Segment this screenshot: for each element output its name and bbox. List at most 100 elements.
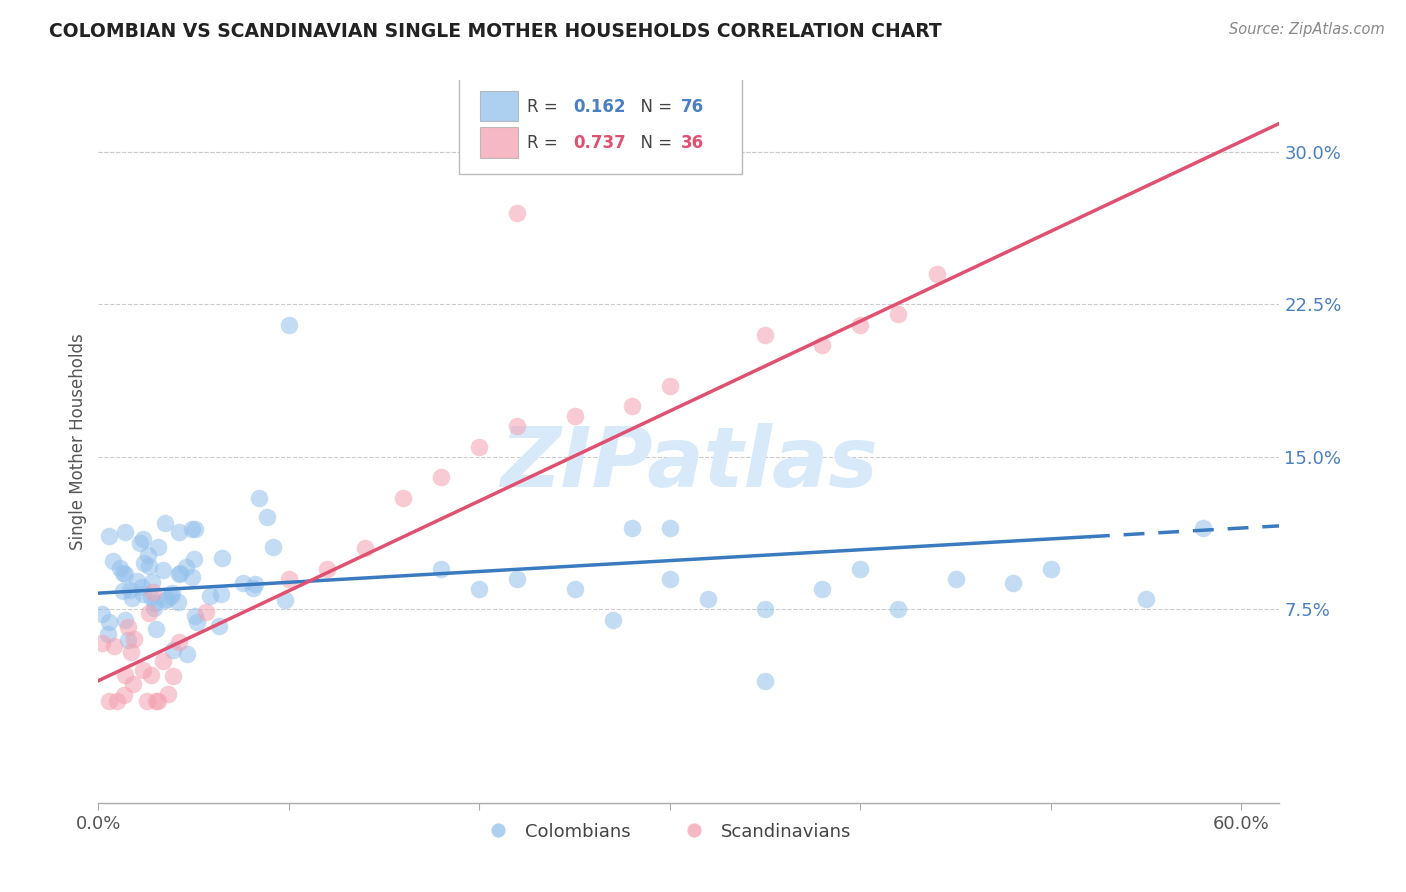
Point <box>148 694 170 708</box>
Point <box>392 491 415 505</box>
Point <box>134 556 156 570</box>
Text: N =: N = <box>630 134 678 153</box>
Point <box>274 593 297 607</box>
Point <box>430 470 453 484</box>
Point <box>127 574 149 589</box>
Point <box>277 318 299 332</box>
Text: N =: N = <box>630 98 678 116</box>
Point <box>658 378 681 392</box>
Point <box>754 327 776 342</box>
Point <box>506 419 529 434</box>
Point <box>602 613 624 627</box>
Point <box>167 566 190 581</box>
Point <box>141 575 163 590</box>
Point <box>121 677 143 691</box>
Point <box>105 694 128 708</box>
Point <box>145 694 167 708</box>
Point <box>145 622 167 636</box>
Point <box>169 566 191 580</box>
Point <box>166 594 188 608</box>
Point <box>132 587 155 601</box>
Point <box>159 589 181 603</box>
Point <box>247 491 270 505</box>
Point <box>121 591 143 606</box>
Point <box>183 552 205 566</box>
Point <box>181 522 204 536</box>
Point <box>122 632 145 646</box>
Point <box>1135 592 1157 607</box>
Point <box>91 636 114 650</box>
Point <box>1001 576 1024 591</box>
Text: 36: 36 <box>681 134 704 153</box>
Point <box>139 668 162 682</box>
Point <box>174 559 197 574</box>
Point <box>145 596 167 610</box>
Point <box>141 590 163 604</box>
Point <box>162 643 184 657</box>
Point <box>887 602 910 616</box>
Point <box>103 639 125 653</box>
FancyBboxPatch shape <box>479 128 517 158</box>
Point <box>925 267 948 281</box>
Point <box>160 586 183 600</box>
Point <box>98 615 121 630</box>
Point <box>118 583 141 598</box>
Point <box>186 615 208 630</box>
Legend: Colombians, Scandinavians: Colombians, Scandinavians <box>472 815 858 848</box>
Point <box>658 572 681 586</box>
FancyBboxPatch shape <box>479 91 517 121</box>
Point <box>658 521 681 535</box>
Point <box>169 525 191 540</box>
Point <box>849 562 872 576</box>
Point <box>111 584 134 599</box>
Point <box>564 409 586 423</box>
Point <box>120 644 142 658</box>
Point <box>101 554 124 568</box>
Point <box>156 687 179 701</box>
Point <box>138 606 160 620</box>
Point <box>208 619 231 633</box>
Point <box>136 548 159 562</box>
Point <box>211 551 233 566</box>
Point <box>138 558 160 573</box>
Point <box>131 580 153 594</box>
Point <box>142 600 165 615</box>
Point <box>245 577 267 591</box>
Point <box>114 566 136 581</box>
Point <box>430 562 453 576</box>
Point <box>811 582 834 596</box>
Point <box>117 620 139 634</box>
Text: 0.162: 0.162 <box>574 98 626 116</box>
Point <box>111 566 134 581</box>
Point <box>91 607 114 621</box>
Point <box>849 318 872 332</box>
Point <box>277 572 299 586</box>
Point <box>811 338 834 352</box>
Point <box>142 585 165 599</box>
Point <box>945 572 967 586</box>
Point <box>112 688 135 702</box>
Point <box>1192 521 1215 535</box>
Point <box>108 561 131 575</box>
Text: Source: ZipAtlas.com: Source: ZipAtlas.com <box>1229 22 1385 37</box>
Point <box>135 694 157 708</box>
Point <box>1039 562 1062 576</box>
Point <box>506 205 529 219</box>
Point <box>180 570 202 584</box>
Point <box>620 521 643 535</box>
Point <box>697 592 720 607</box>
Text: ZIPatlas: ZIPatlas <box>501 423 877 504</box>
Point <box>162 669 184 683</box>
Point <box>98 694 121 708</box>
Point <box>316 562 339 576</box>
Point <box>114 668 136 682</box>
Point <box>209 586 232 600</box>
Point <box>620 399 643 413</box>
Point <box>117 633 139 648</box>
Point <box>114 524 136 539</box>
Y-axis label: Single Mother Households: Single Mother Households <box>69 334 87 549</box>
Point <box>506 572 529 586</box>
Point <box>146 540 169 554</box>
Point <box>98 529 121 543</box>
Point <box>97 626 120 640</box>
